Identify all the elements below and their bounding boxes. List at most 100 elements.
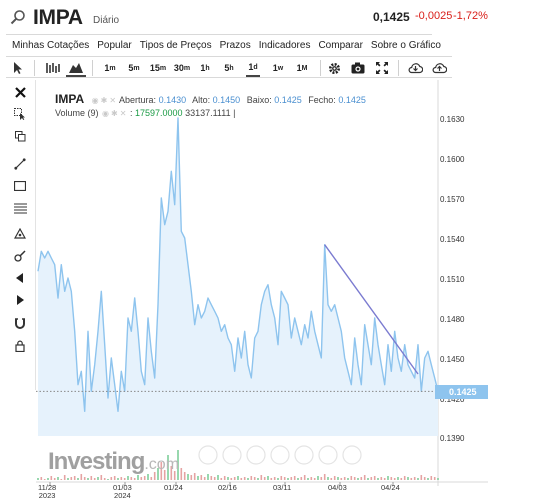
volume-bar xyxy=(400,478,403,480)
volume-bar xyxy=(203,477,206,480)
cloud-upload-icon[interactable] xyxy=(430,59,448,77)
volume-bar xyxy=(150,477,153,480)
remove-icon[interactable]: ✕ xyxy=(109,96,117,105)
volume-bar xyxy=(223,476,226,480)
copy-icon[interactable] xyxy=(12,128,28,144)
volume-bar xyxy=(113,476,116,480)
volume-bar xyxy=(70,477,73,480)
volume-bar xyxy=(280,476,283,480)
eye-icon[interactable]: ◉ xyxy=(91,96,99,105)
volume-bar xyxy=(267,476,269,480)
cursor-icon[interactable] xyxy=(10,59,26,77)
volume-bar xyxy=(333,476,336,480)
trendline-tool-icon[interactable] xyxy=(12,156,28,172)
menu-timeframes[interactable]: Prazos xyxy=(219,40,251,51)
last-price: 0,1425 xyxy=(373,10,410,24)
lock-tool-icon[interactable] xyxy=(12,338,28,354)
volume-bar xyxy=(213,477,216,480)
volume-bar xyxy=(367,478,369,480)
volume-bar xyxy=(240,478,243,480)
open-value: 0.1430 xyxy=(158,95,187,105)
x-tick-label: 03/11 xyxy=(273,483,292,492)
fullscreen-icon[interactable] xyxy=(374,59,390,77)
volume-bar xyxy=(293,476,296,480)
select-cursor-icon[interactable] xyxy=(12,106,28,122)
investing-watermark: Investing.com xyxy=(48,448,179,476)
volume-bar xyxy=(397,477,399,480)
menu-compare[interactable]: Comparar xyxy=(318,40,363,51)
watermark-suffix: .com xyxy=(144,456,180,473)
menu-indicators[interactable]: Indicadores xyxy=(258,40,311,51)
close-icon[interactable] xyxy=(12,84,28,100)
volume-bar xyxy=(423,477,426,480)
volume-bar xyxy=(60,479,63,480)
volume-bar xyxy=(160,462,163,480)
brush-tool-icon[interactable] xyxy=(12,248,28,264)
volume-bar xyxy=(343,477,346,480)
volume-bar xyxy=(123,478,126,480)
menu-my-quotes[interactable]: Minhas Cotações xyxy=(12,40,90,51)
search-icon[interactable] xyxy=(10,9,26,25)
legend-symbol: IMPA xyxy=(55,92,85,106)
arrow-left-icon[interactable] xyxy=(12,270,28,286)
volume-separator: : xyxy=(129,108,133,118)
rectangle-tool-icon[interactable] xyxy=(12,178,28,194)
volume-bar xyxy=(310,477,313,480)
volume-bar xyxy=(120,477,123,480)
volume-bar xyxy=(47,478,49,480)
cloud-download-icon[interactable] xyxy=(406,59,424,77)
volume-bar xyxy=(287,478,289,480)
fibonacci-tool-icon[interactable] xyxy=(12,200,28,216)
volume-bar xyxy=(187,474,189,480)
menu-popular[interactable]: Popular xyxy=(97,40,132,51)
volume-bar xyxy=(230,478,233,480)
volume-bar xyxy=(130,477,133,480)
volume-bar xyxy=(277,478,279,480)
menu-about-chart[interactable]: Sobre o Gráfico xyxy=(370,40,441,51)
magnet-tool-icon[interactable] xyxy=(12,316,28,332)
volume-bar xyxy=(307,478,309,480)
settings-icon[interactable]: ✱ xyxy=(111,109,118,118)
measure-tool-icon[interactable] xyxy=(12,226,28,242)
remove-icon[interactable]: ✕ xyxy=(119,109,127,118)
price-chart[interactable] xyxy=(36,80,488,500)
volume-bar xyxy=(200,475,203,480)
volume-bar xyxy=(133,478,136,480)
arrow-right-icon[interactable] xyxy=(12,292,28,308)
gear-icon[interactable] xyxy=(326,59,342,77)
toolbar-divider xyxy=(320,60,321,76)
volume-bar xyxy=(77,478,79,480)
volume-bar xyxy=(173,471,176,480)
area-chart-icon[interactable] xyxy=(66,59,86,77)
volume-bar xyxy=(57,477,59,480)
camera-icon[interactable] xyxy=(350,59,366,77)
volume-bar xyxy=(253,477,256,480)
y-tick-label: 0.1570 xyxy=(440,195,465,204)
volume-bar xyxy=(117,478,119,480)
menu-price-types[interactable]: Tipos de Preços xyxy=(139,40,212,51)
volume-bar xyxy=(147,474,149,480)
volume-bar xyxy=(427,478,429,480)
volume-bar xyxy=(370,477,373,480)
volume-bar xyxy=(40,477,43,480)
y-tick-label: 0.1420 xyxy=(440,395,465,404)
drawing-tools xyxy=(6,80,36,390)
timeframe-30m-button[interactable]: 30 m xyxy=(173,63,191,73)
volume-bar xyxy=(167,455,169,480)
volume-bar xyxy=(327,477,329,480)
settings-icon[interactable]: ✱ xyxy=(100,96,108,105)
volume-bar xyxy=(347,478,349,480)
candlestick-chart-icon[interactable] xyxy=(44,59,62,77)
toolbar-divider xyxy=(398,60,399,76)
volume-bar xyxy=(303,475,306,480)
timeframe-15m-button[interactable]: 15 m xyxy=(149,63,167,73)
eye-icon[interactable]: ◉ xyxy=(102,109,110,118)
